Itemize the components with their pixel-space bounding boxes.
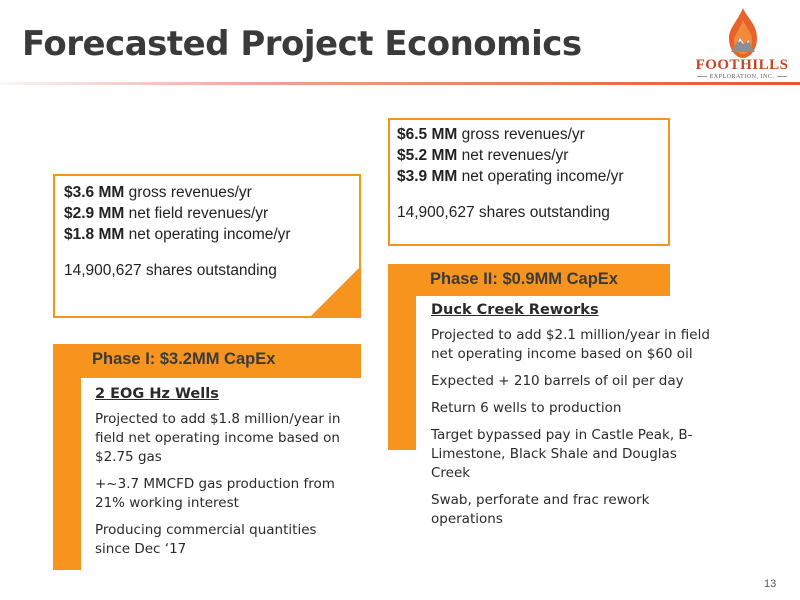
phase2-details: Duck Creek Reworks Projected to add $2.1… [431,302,711,537]
company-logo: FOOTHILLS EXPLORATION, INC. [690,8,794,84]
flame-mountain-icon [729,8,757,58]
phase1-title: Phase I: $3.2MM CapEx [92,350,276,368]
phase2-stats-box: $6.5 MM gross revenues/yr $5.2 MM net re… [388,118,670,246]
phase2-gross-revenue: $6.5 MM gross revenues/yr [397,126,585,143]
phase1-header-bar [53,344,361,378]
phase1-stats-box: $3.6 MM gross revenues/yr $2.9 MM net fi… [53,174,361,318]
phase2-item: Swab, perforate and frac rework operatio… [431,492,650,527]
phase2-item: Return 6 wells to production [431,400,622,416]
logo-subtitle: EXPLORATION, INC. [690,74,794,80]
phase1-details: 2 EOG Hz Wells Projected to add $1.8 mil… [95,386,355,567]
phase1-item: +~3.7 MMCFD gas production from 21% work… [95,476,335,511]
phase2-operating-income: $3.9 MM net operating income/yr [397,168,624,185]
phase2-item: Target bypassed pay in Castle Peak, B-Li… [431,427,693,481]
phase1-subheading: 2 EOG Hz Wells [95,386,219,402]
phase2-net-revenue: $5.2 MM net revenues/yr [397,147,569,164]
phase2-title: Phase II: $0.9MM CapEx [430,270,618,288]
slide-title: Forecasted Project Economics [22,24,582,64]
phase2-subheading: Duck Creek Reworks [431,302,599,318]
page-number: 13 [764,578,777,590]
phase1-net-revenue: $2.9 MM net field revenues/yr [64,205,269,222]
orange-corner-accent [311,268,359,316]
phase1-item: Producing commercial quantities since De… [95,522,317,557]
phase2-item: Expected + 210 barrels of oil per day [431,373,684,389]
phase2-header-bar [388,264,670,296]
phase1-shares-outstanding: 14,900,627 shares outstanding [64,262,277,279]
phase2-shares-outstanding: 14,900,627 shares outstanding [397,204,610,221]
phase1-operating-income: $1.8 MM net operating income/yr [64,226,291,243]
phase1-gross-revenue: $3.6 MM gross revenues/yr [64,184,252,201]
logo-wordmark: FOOTHILLS [695,57,789,73]
phase1-accent-bar [53,344,81,570]
phase2-item: Projected to add $2.1 million/year in fi… [431,327,710,362]
phase1-item: Projected to add $1.8 million/year in fi… [95,411,341,465]
title-divider [0,82,800,85]
